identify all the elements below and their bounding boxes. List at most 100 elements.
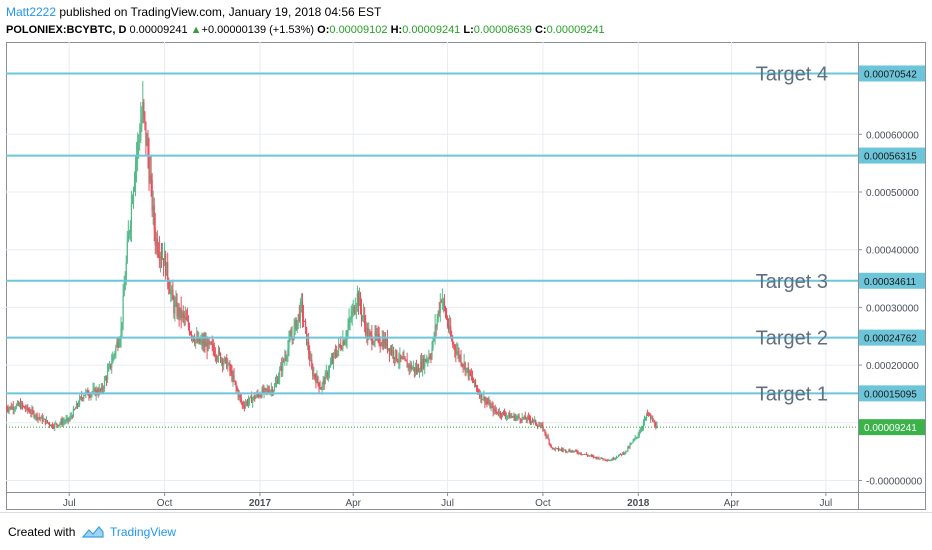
candle-body (412, 367, 414, 369)
target-price-tag-label: 0.00024762 (864, 334, 917, 345)
candle-body (106, 371, 109, 380)
candle-body (207, 340, 209, 352)
candle-body (144, 113, 146, 122)
candle-body (263, 388, 265, 393)
candle-body (256, 393, 258, 397)
candle-body (475, 385, 478, 389)
candle-body (484, 396, 486, 404)
candle-body (139, 140, 141, 142)
candle-body (444, 307, 447, 316)
candle-body (302, 317, 305, 322)
candle-body (314, 374, 316, 378)
candle-body (485, 401, 487, 404)
candle-body (522, 417, 524, 419)
candle-body (471, 376, 474, 381)
candle-body (526, 416, 528, 421)
candle-body (259, 395, 261, 397)
candle-body (346, 332, 348, 341)
tradingview-cloud-icon[interactable] (80, 523, 106, 541)
candle-body (239, 395, 241, 399)
candle-body (629, 444, 631, 448)
candle-body (601, 457, 603, 459)
candle-body (538, 425, 540, 427)
candle-body (82, 398, 84, 400)
candle-body (461, 363, 463, 365)
candle-body (127, 234, 129, 243)
candle-body (513, 415, 515, 418)
candle-body (335, 353, 337, 356)
candle-body (235, 383, 237, 388)
candle-body (353, 306, 355, 314)
candle-body (233, 375, 235, 381)
candle-body (234, 380, 236, 384)
target-price-tag-label: 0.00034611 (864, 277, 917, 288)
target-price-tag (859, 147, 925, 164)
candle-body (359, 297, 362, 309)
author-link[interactable]: Matt2222 (6, 5, 57, 19)
candle-body (640, 428, 642, 431)
time-axis[interactable]: Jul Oct 2017 Apr Jul Oct 2018 Apr Jul (6, 492, 926, 509)
candle-body (98, 389, 100, 395)
candle-body (431, 347, 433, 358)
candle-body (368, 333, 370, 340)
candle-body (42, 419, 44, 422)
candle-body (436, 319, 438, 327)
price-chart[interactable]: Target 4 Target 3 Target 2 Target 1 0.00060… (6, 42, 926, 510)
candle-body (372, 343, 374, 345)
candle-body (427, 359, 429, 361)
candle-body (487, 402, 489, 404)
candle-body (579, 452, 581, 455)
candle-body (44, 418, 46, 424)
candle-body (125, 261, 127, 282)
candle-body (616, 457, 619, 458)
candle-body (305, 326, 308, 345)
candle-body (214, 355, 216, 357)
candle-body (635, 437, 637, 438)
candle-body (393, 350, 395, 358)
candle-body (379, 344, 381, 346)
candle-body (121, 322, 123, 329)
candle-body (299, 303, 301, 321)
candle-body (454, 345, 456, 351)
tradingview-brand-link[interactable]: TradingView (110, 525, 177, 539)
candle-body (517, 416, 519, 418)
candle-body (181, 312, 183, 319)
candle-body (108, 367, 110, 372)
candle-body (72, 409, 74, 417)
candle-body (467, 367, 469, 377)
chart-area[interactable]: Target 4 Target 3 Target 2 Target 1 0.00060… (6, 42, 926, 510)
candle-body (442, 300, 445, 302)
price-axis[interactable]: 0.00060000 0.00050000 0.00040000 0.00030000… (858, 42, 925, 510)
candle-body (78, 398, 81, 406)
candle-body (589, 455, 592, 457)
candle-body (509, 413, 511, 419)
candle-body (501, 412, 504, 417)
candle-body (77, 405, 80, 406)
candle-body (327, 373, 329, 377)
candle-body (51, 424, 53, 427)
candle-body (594, 456, 596, 458)
candle-body (400, 354, 402, 359)
price-tick-label: 0.00020000 (866, 361, 919, 372)
candle-body (145, 121, 147, 146)
candle-body (416, 367, 419, 373)
candle-body (184, 317, 186, 319)
candle-body (232, 375, 234, 381)
candle-body (29, 411, 31, 414)
candle-body (183, 314, 185, 319)
candle-body (464, 362, 466, 372)
candle-body (178, 307, 180, 317)
candle-body (129, 225, 131, 233)
candle-body (489, 402, 491, 409)
candle-body (602, 458, 604, 460)
candle-body (132, 190, 135, 203)
candle-body (287, 348, 289, 358)
candle-body (6, 408, 7, 410)
candle-body (491, 406, 493, 408)
candle-body (88, 395, 90, 397)
candle-body (521, 417, 523, 421)
candle-body (211, 344, 213, 345)
candle-body (146, 141, 148, 146)
candle-body (486, 401, 488, 403)
target-label: Target 1 (756, 383, 828, 405)
